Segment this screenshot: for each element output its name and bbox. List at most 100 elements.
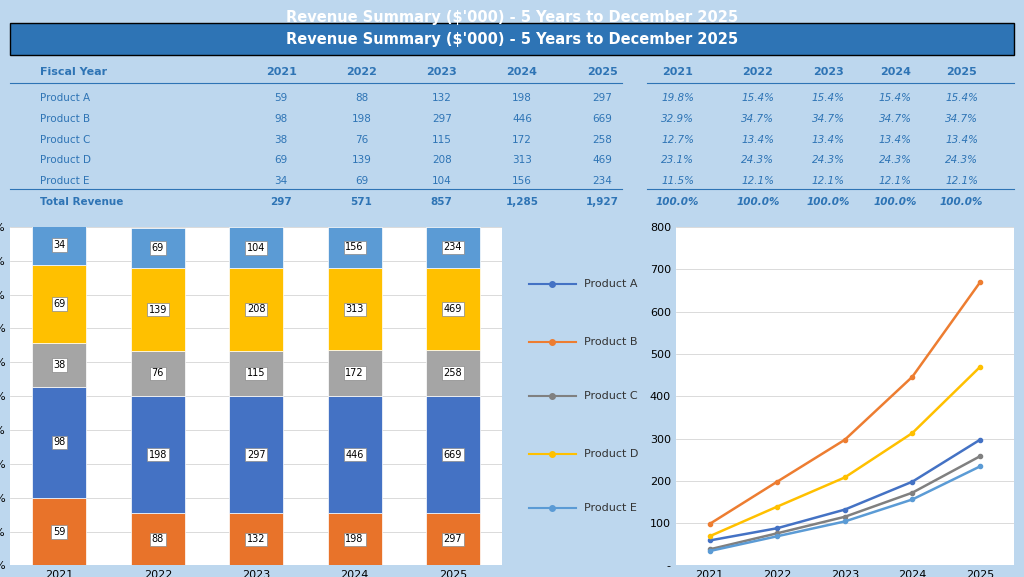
- Text: 446: 446: [512, 114, 532, 124]
- Text: 132: 132: [247, 534, 265, 544]
- Text: Product A: Product A: [40, 93, 90, 103]
- Text: 469: 469: [592, 155, 612, 166]
- Text: 98: 98: [274, 114, 288, 124]
- Text: 313: 313: [345, 304, 364, 314]
- Text: 297: 297: [432, 114, 452, 124]
- FancyBboxPatch shape: [10, 23, 1014, 55]
- Text: 571: 571: [350, 197, 373, 207]
- Text: 34.7%: 34.7%: [945, 114, 978, 124]
- Text: 15.4%: 15.4%: [879, 93, 911, 103]
- Bar: [426, 268, 480, 350]
- Bar: [33, 226, 86, 265]
- Text: 115: 115: [247, 368, 265, 379]
- Text: 11.5%: 11.5%: [662, 176, 694, 186]
- Text: 24.3%: 24.3%: [812, 155, 845, 166]
- Text: Fiscal Year: Fiscal Year: [40, 67, 108, 77]
- Text: Product B: Product B: [40, 114, 90, 124]
- Text: 132: 132: [432, 93, 452, 103]
- Text: 297: 297: [270, 197, 292, 207]
- Text: 15.4%: 15.4%: [945, 93, 978, 103]
- Text: 23.1%: 23.1%: [662, 155, 694, 166]
- Text: 12.1%: 12.1%: [741, 176, 774, 186]
- Text: 198: 198: [345, 534, 364, 544]
- Text: 69: 69: [53, 299, 66, 309]
- Bar: [131, 514, 185, 565]
- Text: 100.0%: 100.0%: [656, 197, 699, 207]
- Bar: [131, 227, 185, 268]
- Text: 2022: 2022: [346, 67, 377, 77]
- Text: 69: 69: [152, 243, 164, 253]
- Text: 208: 208: [247, 305, 265, 314]
- Text: 13.4%: 13.4%: [741, 134, 774, 145]
- Text: 156: 156: [512, 176, 532, 186]
- Bar: [426, 227, 480, 268]
- Text: 139: 139: [351, 155, 372, 166]
- Text: 172: 172: [345, 368, 364, 378]
- Text: 100.0%: 100.0%: [873, 197, 918, 207]
- Text: Product C: Product C: [585, 391, 638, 401]
- Bar: [131, 268, 185, 351]
- Text: 32.9%: 32.9%: [662, 114, 694, 124]
- Text: 2021: 2021: [266, 67, 297, 77]
- Text: 34.7%: 34.7%: [879, 114, 911, 124]
- Text: 100.0%: 100.0%: [807, 197, 850, 207]
- Text: 38: 38: [274, 134, 288, 145]
- Text: 100.0%: 100.0%: [736, 197, 779, 207]
- Text: 2025: 2025: [587, 67, 617, 77]
- Text: 2024: 2024: [880, 67, 910, 77]
- Text: 12.7%: 12.7%: [662, 134, 694, 145]
- Bar: [426, 514, 480, 565]
- Text: 2022: 2022: [742, 67, 773, 77]
- Bar: [229, 351, 284, 396]
- Text: 2025: 2025: [946, 67, 977, 77]
- Text: 669: 669: [592, 114, 612, 124]
- Text: 297: 297: [443, 534, 462, 544]
- Text: 446: 446: [345, 449, 364, 459]
- Text: Product E: Product E: [585, 503, 637, 513]
- Text: Product E: Product E: [40, 176, 90, 186]
- Text: 198: 198: [148, 449, 167, 460]
- Text: 13.4%: 13.4%: [812, 134, 845, 145]
- Bar: [426, 396, 480, 514]
- Text: 115: 115: [432, 134, 452, 145]
- Text: 172: 172: [512, 134, 532, 145]
- Bar: [229, 268, 284, 351]
- Bar: [229, 514, 284, 565]
- Text: Revenue Summary ($'000) - 5 Years to December 2025: Revenue Summary ($'000) - 5 Years to Dec…: [286, 32, 738, 47]
- Bar: [426, 350, 480, 396]
- Text: 34.7%: 34.7%: [812, 114, 845, 124]
- Text: 208: 208: [432, 155, 452, 166]
- Text: Total Revenue: Total Revenue: [40, 197, 124, 207]
- Text: 76: 76: [355, 134, 368, 145]
- Bar: [229, 227, 284, 268]
- Text: 469: 469: [443, 304, 462, 314]
- Text: 104: 104: [432, 176, 452, 186]
- Text: 198: 198: [512, 93, 532, 103]
- Text: 669: 669: [443, 449, 462, 459]
- Text: 34: 34: [274, 176, 288, 186]
- Bar: [33, 265, 86, 343]
- Text: 1,285: 1,285: [506, 197, 539, 207]
- Text: 59: 59: [53, 527, 66, 537]
- Text: 2024: 2024: [507, 67, 538, 77]
- Text: 15.4%: 15.4%: [812, 93, 845, 103]
- Text: 258: 258: [592, 134, 612, 145]
- Text: 69: 69: [274, 155, 288, 166]
- Bar: [33, 387, 86, 498]
- Bar: [328, 268, 382, 350]
- Text: 104: 104: [247, 243, 265, 253]
- Text: 13.4%: 13.4%: [945, 134, 978, 145]
- Text: 98: 98: [53, 437, 66, 447]
- Text: 34.7%: 34.7%: [741, 114, 774, 124]
- Text: 297: 297: [247, 449, 265, 460]
- Bar: [229, 396, 284, 514]
- Text: 297: 297: [592, 93, 612, 103]
- Text: Product B: Product B: [585, 337, 638, 347]
- Bar: [131, 351, 185, 396]
- Text: 2023: 2023: [813, 67, 844, 77]
- Text: 12.1%: 12.1%: [945, 176, 978, 186]
- Text: 234: 234: [592, 176, 612, 186]
- Text: 2021: 2021: [663, 67, 693, 77]
- Text: 13.4%: 13.4%: [879, 134, 911, 145]
- Bar: [131, 396, 185, 514]
